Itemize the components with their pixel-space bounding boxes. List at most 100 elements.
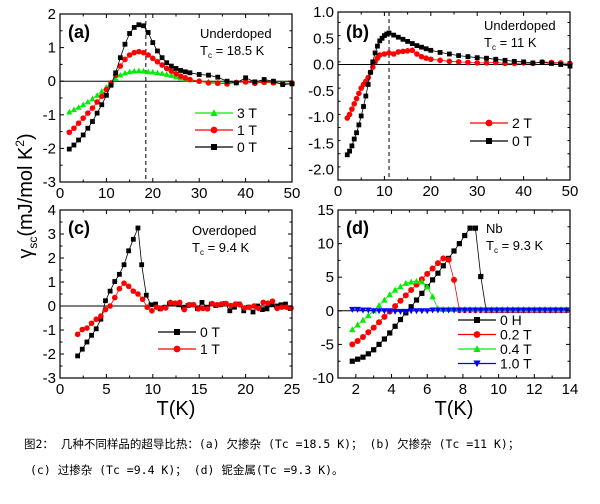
data-point — [130, 288, 137, 294]
annotation-sample: Nb — [486, 221, 503, 236]
data-point — [440, 307, 447, 314]
data-point — [397, 283, 404, 290]
data-point — [525, 307, 533, 314]
data-point — [117, 55, 123, 61]
data-point — [159, 62, 165, 68]
legend-item: 2 T — [470, 115, 532, 131]
chart-panel-c: 0 5 10 15 20 25 -3 -2 -1 0 1 2 3 4 (c) Overdoped Tc = 9.… — [43, 202, 301, 398]
data-point — [168, 68, 175, 74]
data-point — [360, 354, 366, 360]
data-point — [521, 59, 526, 65]
x-tick-label: 5 — [102, 381, 110, 398]
data-point — [130, 236, 136, 242]
data-point — [173, 71, 179, 77]
data-point — [484, 55, 489, 61]
annotation-sample: Underdoped — [484, 18, 556, 33]
data-point — [365, 329, 372, 336]
data-point — [200, 305, 206, 312]
data-point — [347, 148, 352, 154]
data-point — [108, 82, 114, 88]
legend-label: 1 T — [237, 122, 257, 138]
data-point — [84, 98, 91, 105]
data-point — [386, 308, 393, 315]
data-point — [493, 56, 499, 62]
data-point — [372, 50, 378, 56]
y-tick-label: 0 — [48, 298, 56, 315]
series-0-T — [75, 225, 293, 359]
data-point — [264, 306, 270, 312]
data-point — [168, 72, 175, 78]
data-point — [511, 58, 517, 64]
data-point — [181, 306, 188, 313]
y-tick-label: -0.5 — [308, 83, 334, 100]
legend: 2 T0 T — [470, 115, 532, 149]
x-tick-label: 30 — [469, 183, 486, 200]
data-point — [451, 248, 457, 254]
data-point — [493, 307, 501, 314]
data-point — [131, 25, 137, 30]
data-point — [365, 82, 371, 87]
y-axis-label-close: ) — [15, 133, 37, 140]
data-point — [418, 278, 426, 285]
legend-marker — [473, 331, 481, 338]
data-point — [381, 296, 388, 303]
data-point — [159, 70, 166, 76]
series-1-T — [74, 280, 294, 338]
data-point — [428, 47, 434, 53]
data-point — [94, 110, 100, 116]
data-point — [451, 276, 457, 283]
x-tick-label: 10 — [376, 183, 393, 200]
data-point — [465, 54, 471, 60]
data-point — [386, 50, 392, 56]
series-0-T — [344, 30, 573, 158]
chart-panel-a: 0 10 20 30 40 50 -3 -2 -1 0 1 2 (a) Underdoped Tc = 18… — [43, 6, 301, 202]
data-point — [149, 68, 156, 75]
data-point — [482, 307, 490, 314]
data-point — [437, 50, 443, 55]
x-tick-label: 0 — [56, 185, 64, 202]
data-point — [126, 248, 132, 254]
data-point — [376, 52, 383, 58]
data-point — [349, 143, 355, 149]
x-tick-label: 25 — [284, 381, 301, 398]
data-point — [206, 72, 211, 78]
legend-label: 1.0 T — [500, 356, 532, 372]
data-point — [387, 330, 393, 336]
y-tick-label: -1.0 — [308, 109, 334, 126]
data-point — [140, 67, 147, 74]
x-tick-label: 40 — [515, 183, 532, 200]
series-2-T — [344, 47, 573, 121]
data-point — [445, 256, 452, 263]
data-point — [359, 307, 367, 314]
data-point — [395, 49, 402, 55]
data-point — [204, 306, 211, 312]
data-point — [90, 119, 95, 124]
x-tick-label: 14 — [562, 381, 579, 398]
data-point — [509, 307, 517, 314]
data-point — [136, 22, 142, 28]
data-point — [539, 60, 545, 65]
legend-item: 1 T — [158, 341, 220, 357]
data-point — [150, 55, 156, 62]
data-point — [531, 307, 538, 314]
legend-item: 0 T — [470, 133, 532, 149]
data-point — [172, 300, 178, 306]
annotation-tc: Tc = 9.3 K — [486, 238, 543, 255]
data-point — [187, 76, 193, 83]
legend-label: 0 H — [500, 312, 522, 328]
data-point — [112, 279, 118, 284]
data-point — [153, 301, 158, 307]
data-point — [355, 356, 361, 362]
panel-label: (c) — [68, 218, 90, 238]
data-point — [446, 51, 452, 57]
data-point — [376, 341, 382, 347]
legend: 0 T1 T — [158, 324, 220, 357]
data-point — [237, 302, 243, 308]
data-point — [269, 302, 274, 308]
data-point — [397, 308, 404, 315]
data-point — [395, 34, 401, 40]
x-tick-label: 8 — [459, 381, 467, 398]
data-point — [391, 32, 397, 38]
data-point — [472, 307, 479, 314]
data-point — [255, 305, 262, 312]
